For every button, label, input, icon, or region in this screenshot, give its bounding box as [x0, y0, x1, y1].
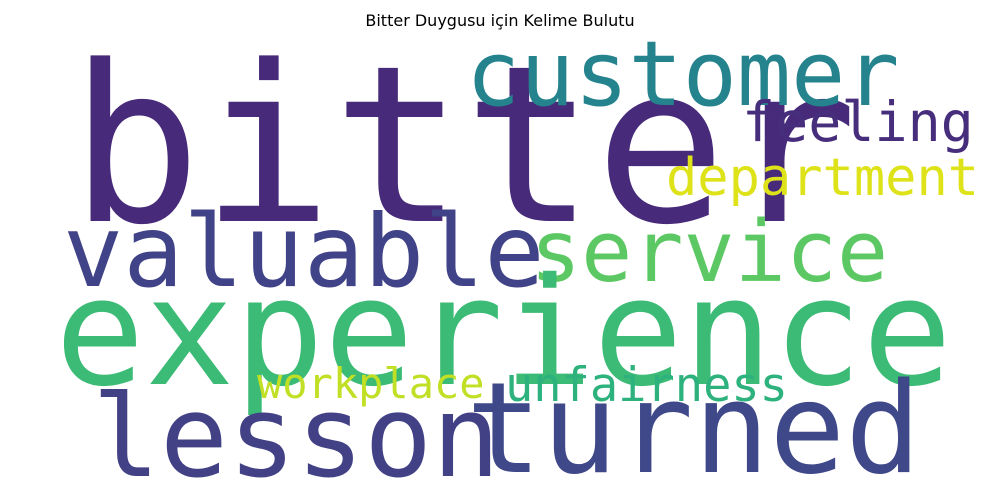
word-turned: turned — [466, 355, 922, 502]
chart-title: Bitter Duygusu için Kelime Bulutu — [365, 11, 635, 30]
word-valuable: valuable — [63, 193, 545, 310]
word-customer: customer — [466, 22, 900, 127]
word-feeling: feeling — [742, 90, 974, 154]
word-service: service — [530, 203, 889, 302]
word-bitter: bitter — [70, 20, 858, 273]
word-workplace: workplace — [257, 359, 485, 408]
word-experience: experience — [55, 247, 953, 420]
word-lesson: lesson — [92, 371, 501, 503]
word-department: department — [666, 148, 980, 208]
word-unfairness: unfairness — [505, 358, 788, 413]
